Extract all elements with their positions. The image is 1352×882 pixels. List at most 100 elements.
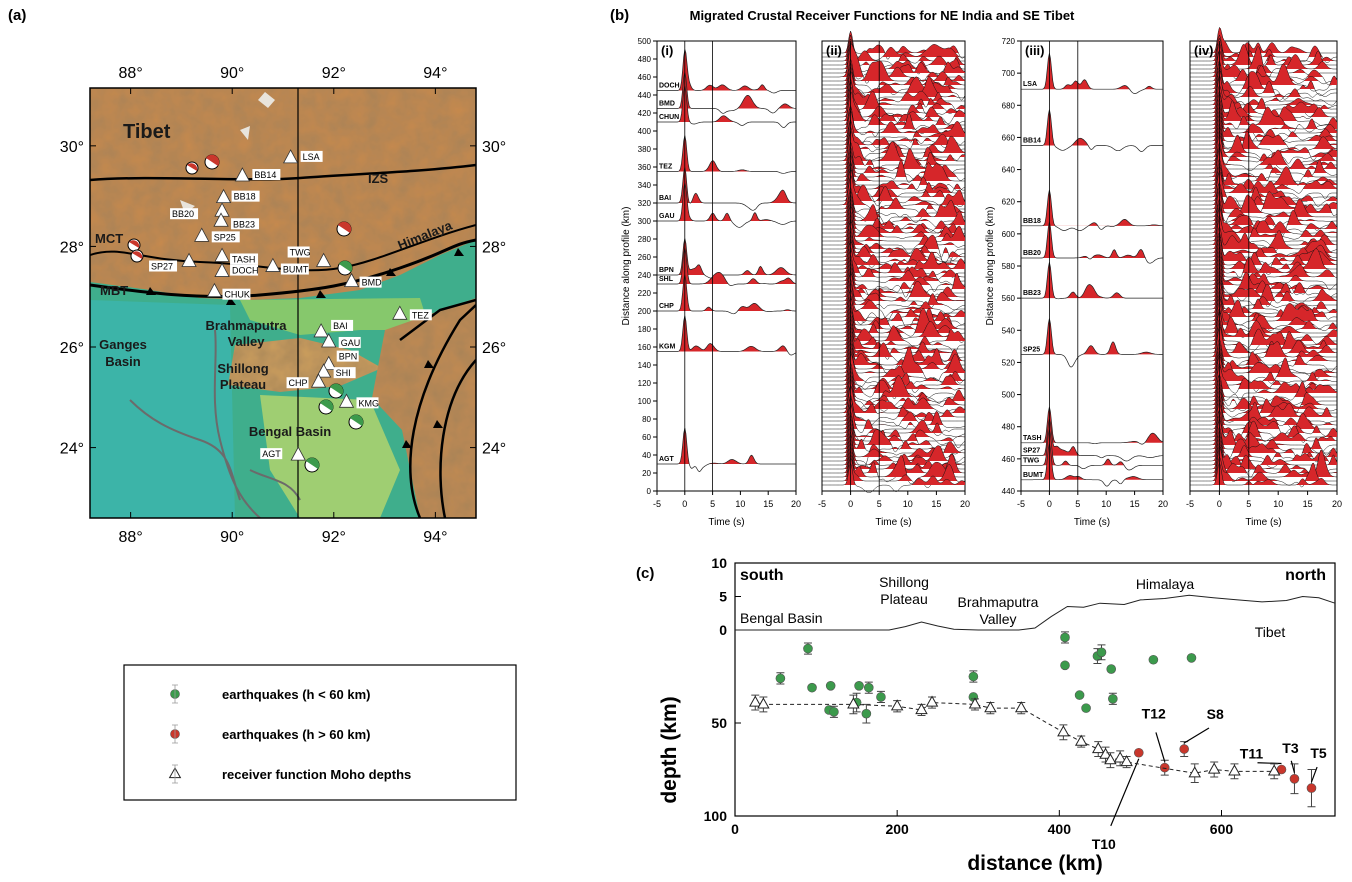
panel-label: (iii) [1025,43,1045,58]
panel-label: (iv) [1194,43,1214,58]
station-label: BB18 [234,192,256,202]
station-label-bg [222,288,251,300]
stack-trace [822,262,965,298]
stack-trace [1190,280,1337,308]
y-tick-label: 460 [1002,455,1016,464]
point-label: T11 [1240,746,1264,762]
x-tick-label: 15 [1130,499,1140,509]
moho-point [1104,753,1117,765]
y-tick-label: 660 [1002,133,1016,142]
trace [1021,262,1163,300]
trace-label: SP27 [1023,448,1040,455]
stack-trace [822,70,966,101]
stack-fill [822,71,965,97]
earthquake-point [807,682,817,693]
stack-trace [1190,418,1338,442]
y-tick-label: 0 [647,487,652,496]
stack-trace [1190,326,1337,351]
stack-fill [1190,114,1337,137]
earthquake-point [1106,664,1117,674]
stack-trace [822,402,966,429]
stack-fill [1190,238,1337,261]
lon-tick-label: 94° [423,529,447,546]
trace [657,86,796,128]
station-label: LSA [303,152,320,162]
topography-line [735,594,1336,631]
y-tick-label: 600 [1002,230,1016,239]
stack-trace [1190,402,1337,427]
stack-trace [822,220,966,254]
x-tick-label: 20 [1158,499,1168,509]
earthquake-point [825,680,836,691]
stack-trace [1190,307,1338,335]
y-tick-label: 100 [704,808,728,824]
trace [657,49,796,94]
y-tick-label: 700 [1002,69,1016,78]
stack-trace [822,297,966,329]
station-label-bg [230,264,259,276]
trace [1021,406,1164,445]
stack-trace [822,374,965,404]
stack-fill [1190,235,1337,257]
station-label: BAI [333,321,348,331]
trace [657,135,796,174]
x-tick-label: -5 [653,499,661,509]
region-label: Plateau [880,591,927,607]
stack-trace [1190,49,1338,86]
stack-trace [822,258,965,286]
stack-trace [822,85,965,124]
x-tick-label: 0 [731,821,739,837]
station [338,393,355,408]
earthquake-point [1159,762,1170,773]
y-tick-label: 560 [1002,294,1016,303]
stack-trace [822,318,966,349]
stack-trace [1190,262,1337,296]
trace [1021,418,1163,462]
stack-trace [822,417,966,449]
x-tick-label: -5 [818,499,826,509]
stack-trace [1190,198,1337,227]
lat-tick-label: 30° [482,139,506,156]
x-tick-label: 0 [1047,499,1052,509]
stack-trace [1190,214,1337,243]
station-label: BPN [339,352,358,362]
trace [1021,109,1163,152]
station [282,149,299,164]
y-tick-label: 440 [638,91,652,100]
trace-label: CHUN [659,114,679,121]
trace-label: BAI [659,195,671,202]
stack-fill [822,95,965,117]
station-label-bg [333,367,356,379]
y-tick-label: 160 [638,343,652,352]
stack-fill [1190,419,1337,441]
stack-fill [822,446,965,469]
trace [1021,53,1163,94]
trace-label: SP25 [1023,346,1040,353]
earthquake-point [876,692,886,702]
stack-fill [822,315,965,337]
trace [657,427,796,473]
tibet-relief [90,88,476,300]
stack-trace [822,329,965,360]
y-tick-label: 40 [642,451,651,460]
lon-tick-label: 94° [423,65,447,82]
stack-fill [1190,50,1337,77]
stack-fill [822,178,965,201]
station-label-bg [338,336,361,348]
river [129,329,301,518]
earthquake-point [829,707,839,717]
stack-trace [1190,170,1337,209]
annotation-arrow [1155,732,1166,762]
station [214,262,230,277]
y-tick-label: 420 [638,109,652,118]
region-label: Brahmaputra [958,594,1039,610]
trace-label: BB14 [1023,137,1041,144]
stack-trace [1190,434,1338,463]
region-label: north [1285,567,1326,584]
y-tick-label: 360 [638,163,652,172]
x-tick-label: 20 [960,499,970,509]
stack-trace [822,462,966,494]
lat-tick-label: 26° [482,340,506,357]
y-tick-label: 340 [638,181,652,190]
